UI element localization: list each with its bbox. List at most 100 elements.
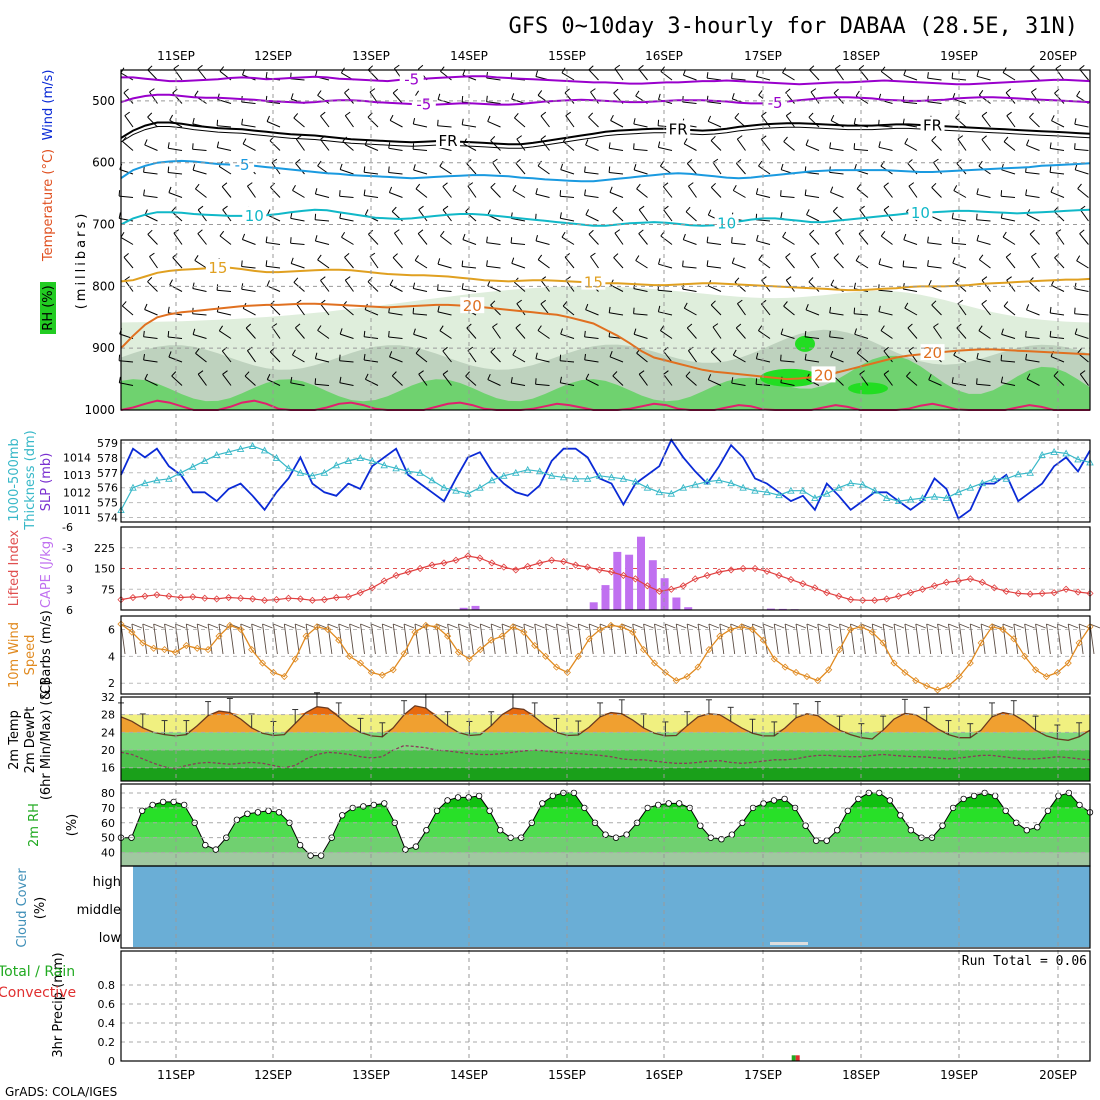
wind-barb-flag	[461, 95, 464, 103]
wind-barb-flag	[758, 254, 763, 260]
wind-barb	[903, 288, 918, 292]
wind-barb-flag	[266, 209, 271, 216]
panel-frame-li	[120, 526, 1091, 611]
wind-barb	[761, 139, 771, 151]
rh-point	[202, 841, 209, 849]
thickness-point	[129, 483, 137, 491]
y-tick-label: 577	[97, 467, 118, 480]
rh-point	[275, 809, 283, 816]
thickness-point	[141, 479, 149, 487]
panel-frame-precip	[120, 950, 1091, 1062]
thickness-point	[320, 468, 329, 476]
cape-bar	[766, 608, 775, 610]
thickness-point	[535, 467, 544, 475]
wind-barb	[731, 242, 746, 245]
thickness-point	[416, 468, 424, 476]
wind-barb	[462, 266, 477, 269]
wind-barb-flag	[1000, 354, 1003, 361]
wind-barb	[486, 101, 501, 104]
lifted-index-point	[1038, 589, 1046, 597]
wind-barb-flag	[1077, 183, 1082, 189]
wind-barb-flag	[585, 139, 589, 146]
wind-barb-flag	[516, 299, 522, 305]
wind-barb	[756, 193, 771, 198]
wind10-barb-flag	[621, 623, 632, 629]
wind-barb	[339, 382, 354, 386]
wind-barb-flag	[734, 112, 740, 119]
thickness-point	[1050, 447, 1058, 455]
cloud-low-patch	[770, 942, 808, 945]
wind-barb	[590, 256, 599, 269]
wind-barb-flag	[490, 347, 496, 353]
panel-frame-temp	[120, 696, 1091, 782]
thickness-point	[440, 483, 448, 491]
wind-barb	[168, 172, 183, 175]
wind-barb-flag	[883, 205, 890, 211]
wind-barb	[490, 351, 501, 363]
wind10-barb-flag	[164, 623, 175, 629]
wind-barb	[685, 375, 697, 386]
wind10-barb	[414, 623, 420, 655]
wind10-point	[150, 644, 158, 652]
wind-barb-flag	[657, 141, 661, 148]
wind-barb-flag	[710, 182, 716, 188]
wind-barb	[437, 263, 452, 269]
lifted-index-point	[787, 576, 795, 584]
wind-barb	[584, 171, 599, 175]
lifted-index-point	[607, 568, 616, 576]
wind-barb-flag	[880, 160, 885, 167]
wind-barb-flag	[511, 93, 515, 100]
rh-point	[623, 831, 630, 838]
contour-label: 20	[814, 366, 833, 384]
wind-barb-flag	[659, 160, 665, 167]
lifted-index-point	[177, 593, 185, 602]
lifted-index-point	[428, 561, 436, 569]
wind-barb-flag	[439, 325, 444, 331]
wind-barb	[388, 336, 403, 339]
wind-barb	[685, 211, 697, 222]
wind-barb	[976, 383, 991, 386]
wind-barb-flag	[614, 64, 621, 70]
wind-barb-flag	[976, 213, 978, 220]
wind10-point	[226, 621, 234, 629]
wind-barb	[660, 330, 673, 339]
rh-area-green	[121, 355, 1090, 410]
wind10-barb	[458, 623, 463, 655]
wind10-point	[727, 625, 735, 634]
wind-barb-flag	[388, 166, 390, 173]
wind-barb	[143, 359, 158, 363]
wind-barb-flag	[194, 255, 199, 261]
wind-barb	[883, 186, 893, 198]
wind10-barb	[185, 623, 191, 655]
wind-barb-flag	[1003, 136, 1009, 143]
wind-barb-flag	[537, 90, 543, 96]
wind-barb-flag	[172, 88, 178, 94]
wind-barb-flag	[707, 115, 712, 122]
wind-barb-flag	[143, 330, 145, 337]
precip-convective-bar	[795, 1055, 800, 1061]
lifted-index-point	[823, 589, 831, 597]
wind-barb-flag	[902, 260, 905, 267]
wind-barb-flag	[853, 118, 856, 125]
wind-barb	[883, 350, 893, 363]
rh-point	[939, 822, 946, 829]
wind-barb	[560, 169, 575, 175]
wind-barb	[487, 120, 501, 128]
wind-barb	[192, 148, 207, 151]
wind-barb-flag	[710, 300, 716, 306]
thickness-point	[224, 447, 233, 455]
wind10-point	[248, 646, 256, 654]
wind10-point	[378, 671, 386, 679]
isotherm--5	[120, 93, 1091, 106]
wind-barb-flag	[952, 257, 956, 264]
wind-barb-flag	[830, 114, 835, 121]
wind-barb-flag	[804, 189, 807, 196]
lifted-index-point	[380, 577, 388, 585]
wind-barb-flag	[706, 260, 709, 267]
wind-barb	[339, 217, 354, 222]
wind-barb-flag	[785, 253, 791, 258]
wind-barb	[168, 336, 183, 339]
wind-barb-flag	[317, 160, 322, 167]
wind-barb-flag	[124, 276, 130, 281]
date-label-bottom: 18SEP	[842, 1068, 880, 1082]
